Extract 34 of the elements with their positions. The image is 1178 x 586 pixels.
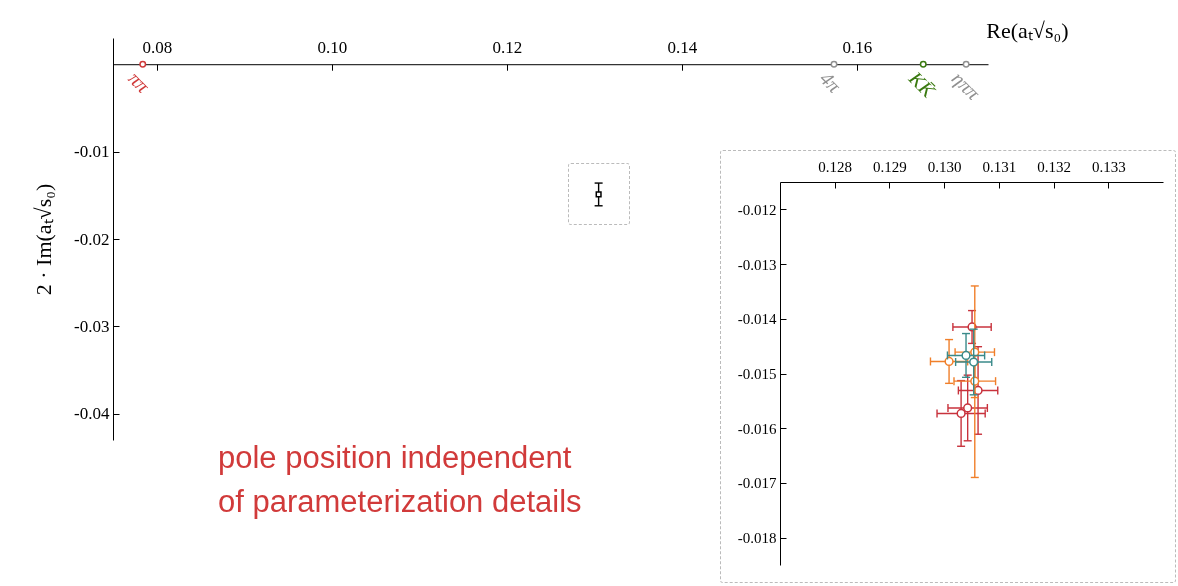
annotation: pole position independent of parameterization details (218, 439, 582, 521)
annotation: KK̄ (904, 66, 941, 103)
point (944, 356, 954, 367)
x-tick-label: 0.133 (1091, 158, 1126, 175)
x-tick-label: 0.130 (927, 158, 962, 175)
point (956, 408, 966, 419)
x-tick-label: 0.16 (842, 37, 873, 57)
x-tick-label: 0.10 (317, 37, 348, 57)
x-tick-label: 0.128 (818, 158, 853, 175)
y-tick-label: -0.012 (737, 201, 777, 218)
point (963, 403, 973, 413)
y-tick-label: -0.013 (737, 256, 777, 273)
y-tick-label: -0.017 (737, 475, 777, 492)
annotation: ππ (124, 67, 155, 98)
y-tick-label: -0.03 (74, 316, 110, 336)
point (961, 350, 971, 361)
y-tick-label: -0.02 (74, 229, 110, 249)
y-tick-label: -0.016 (737, 420, 777, 437)
x-tick-label: 0.14 (667, 37, 698, 57)
y-tick-label: -0.015 (737, 366, 777, 382)
x-tick-label: 0.132 (1037, 158, 1071, 175)
x-tick-label: 0.08 (142, 37, 173, 57)
y-tick-label: -0.014 (737, 311, 777, 328)
y-axis-title: 2 · Im(aₜ√s₀) (31, 183, 57, 296)
x-tick-label: 0.129 (873, 158, 907, 175)
point (969, 357, 979, 367)
x-tick-label: 0.12 (492, 37, 523, 57)
y-tick-label: -0.01 (74, 142, 110, 162)
annotation: ηππ (947, 67, 986, 106)
x-axis-title: Re(aₜ√s₀) (986, 17, 1069, 43)
y-tick-label: -0.018 (737, 530, 777, 547)
x-tick-label: 0.131 (982, 158, 1017, 175)
y-tick-label: -0.04 (74, 404, 110, 424)
annotation: 4π (815, 67, 847, 98)
